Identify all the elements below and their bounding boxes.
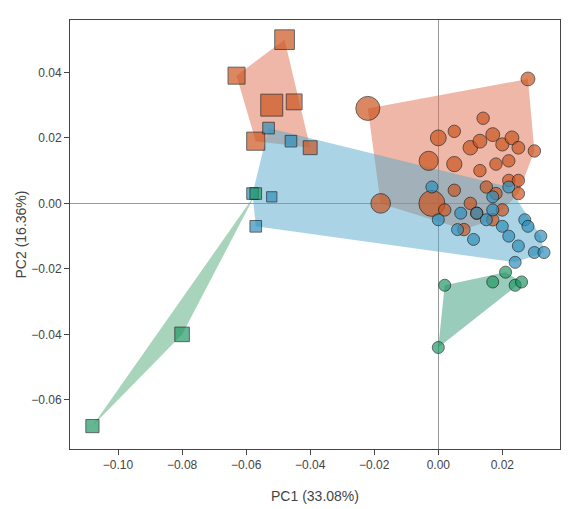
svg-text:0.00: 0.00	[427, 458, 451, 472]
svg-text:PC1 (33.08%): PC1 (33.08%)	[271, 488, 359, 504]
svg-text:0.02: 0.02	[38, 131, 62, 145]
svg-text:−0.02: −0.02	[31, 262, 62, 276]
svg-text:PC2 (16.36%): PC2 (16.36%)	[13, 191, 29, 279]
svg-text:−0.02: −0.02	[359, 458, 390, 472]
svg-text:0.00: 0.00	[38, 197, 62, 211]
svg-text:−0.08: −0.08	[167, 458, 198, 472]
svg-text:−0.10: −0.10	[103, 458, 134, 472]
svg-text:−0.04: −0.04	[295, 458, 326, 472]
svg-text:0.02: 0.02	[491, 458, 515, 472]
svg-text:−0.06: −0.06	[231, 458, 262, 472]
svg-text:0.04: 0.04	[38, 66, 62, 80]
svg-text:−0.06: −0.06	[31, 393, 62, 407]
svg-text:−0.04: −0.04	[31, 328, 62, 342]
